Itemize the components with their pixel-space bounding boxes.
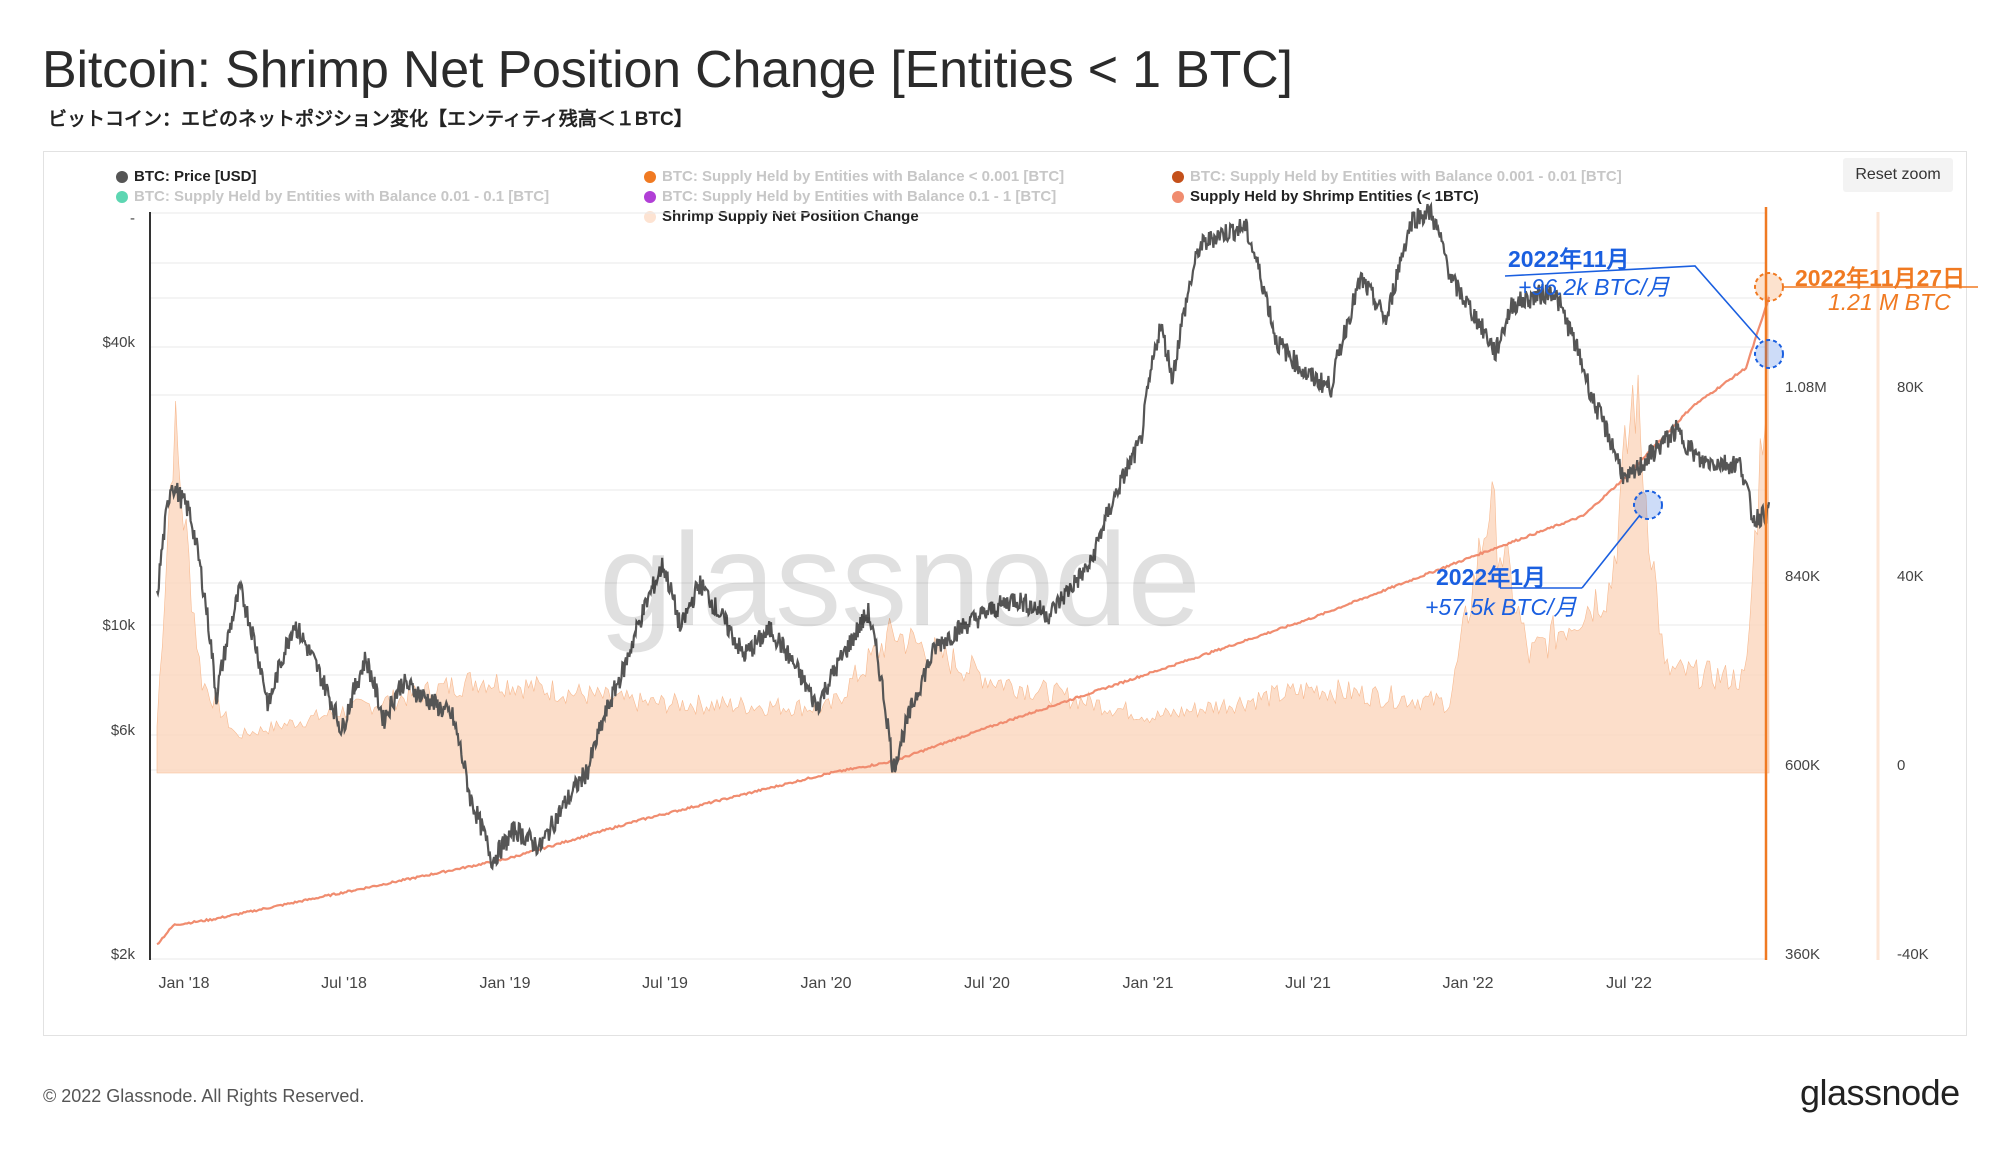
legend-label: BTC: Supply Held by Entities with Balanc…: [662, 168, 1065, 185]
nov27-annotation-title: 2022年11月27日: [1795, 265, 1966, 291]
nov22-annotation-value: +96.2k BTC/月: [1518, 274, 1670, 300]
legend-label: BTC: Supply Held by Entities with Balanc…: [1190, 168, 1622, 185]
legend-label: BTC: Price [USD]: [134, 168, 257, 185]
legend-dot-icon: [1172, 190, 1184, 203]
legend-label: BTC: Supply Held by Entities with Balanc…: [662, 188, 1057, 205]
legend-item-supply-lt-0001[interactable]: BTC: Supply Held by Entities with Balanc…: [644, 168, 1064, 185]
legend-dot-icon: [644, 210, 656, 223]
legend-item-supply-001-01[interactable]: BTC: Supply Held by Entities with Balanc…: [116, 188, 549, 205]
legend-item-shrimp-supply[interactable]: Supply Held by Shrimp Entities (< 1BTC): [1172, 188, 1479, 205]
nov22-annotation-title: 2022年11月: [1508, 246, 1630, 272]
legend-item-supply-0001-001[interactable]: BTC: Supply Held by Entities with Balanc…: [1172, 168, 1622, 185]
nov27-annotation-value: 1.21 M BTC: [1828, 289, 1951, 315]
jan22-annotation-title: 2022年1月: [1436, 564, 1546, 590]
legend-dot-icon: [116, 170, 128, 183]
legend-item-net-position[interactable]: Shrimp Supply Net Position Change: [644, 208, 919, 225]
legend-item-supply-01-1[interactable]: BTC: Supply Held by Entities with Balanc…: [644, 188, 1056, 205]
chart-panel: [43, 151, 1967, 1036]
legend-dot-icon: [116, 190, 128, 203]
page-subtitle: ビットコイン：エビのネットポジション変化【エンティティ残高＜１BTC】: [48, 109, 693, 130]
glassnode-logo[interactable]: glassnode: [1800, 1072, 1960, 1113]
legend-label: Supply Held by Shrimp Entities (< 1BTC): [1190, 188, 1479, 205]
legend-label: Shrimp Supply Net Position Change: [662, 208, 919, 225]
reset-zoom-button[interactable]: Reset zoom: [1843, 158, 1953, 192]
legend-dot-icon: [644, 170, 656, 183]
jan22-annotation-value: +57.5k BTC/月: [1425, 594, 1577, 620]
legend-item-price[interactable]: BTC: Price [USD]: [116, 168, 257, 185]
legend-dot-icon: [1172, 170, 1184, 183]
footer-copyright: © 2022 Glassnode. All Rights Reserved.: [43, 1086, 365, 1106]
page-title: Bitcoin: Shrimp Net Position Change [Ent…: [42, 41, 1293, 99]
legend-dot-icon: [644, 190, 656, 203]
legend-label: BTC: Supply Held by Entities with Balanc…: [134, 188, 550, 205]
